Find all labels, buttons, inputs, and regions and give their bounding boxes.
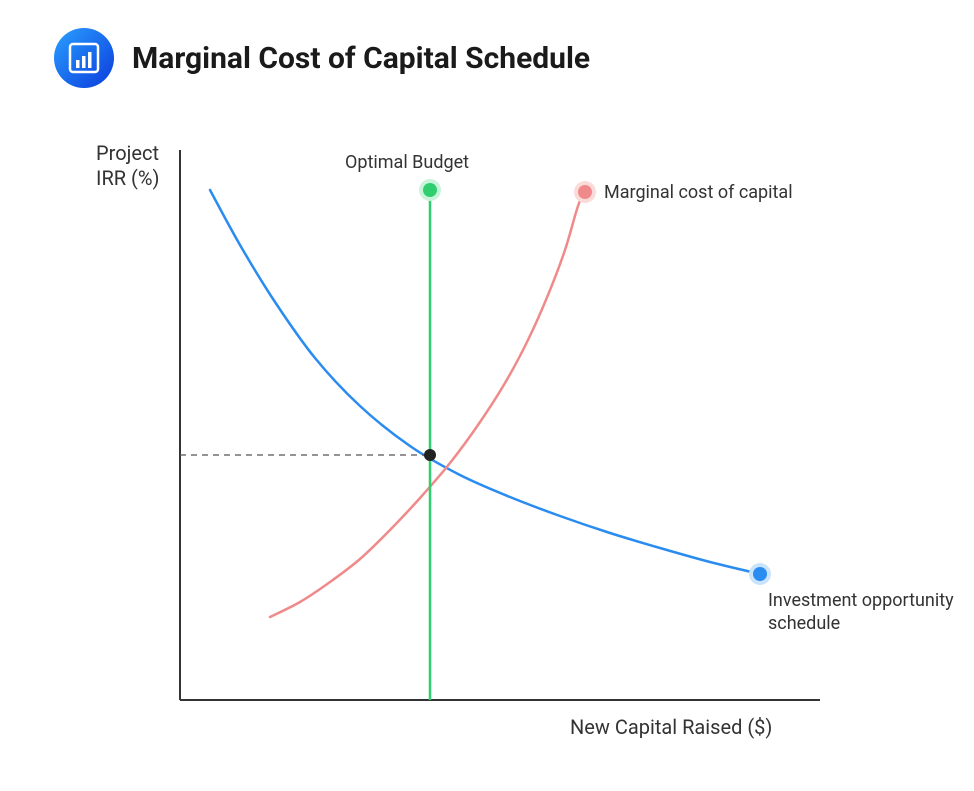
mcc-chart: Project IRR (%) New Capital Raised ($) O… xyxy=(0,0,974,787)
optimal-endpoint-dot xyxy=(423,183,437,197)
ios-label: Investment opportunity schedule xyxy=(768,590,958,635)
ios-endpoint-dot xyxy=(753,567,767,581)
mcc-label: Marginal cost of capital xyxy=(604,182,793,205)
x-axis-label: New Capital Raised ($) xyxy=(570,715,772,740)
mcc-curve xyxy=(270,192,585,617)
intersection-dot xyxy=(424,449,436,461)
optimal-budget-label: Optimal Budget xyxy=(345,152,469,175)
y-axis-label: Project IRR (%) xyxy=(96,141,186,191)
mcc-endpoint-dot xyxy=(578,185,592,199)
ios-curve xyxy=(210,190,760,574)
